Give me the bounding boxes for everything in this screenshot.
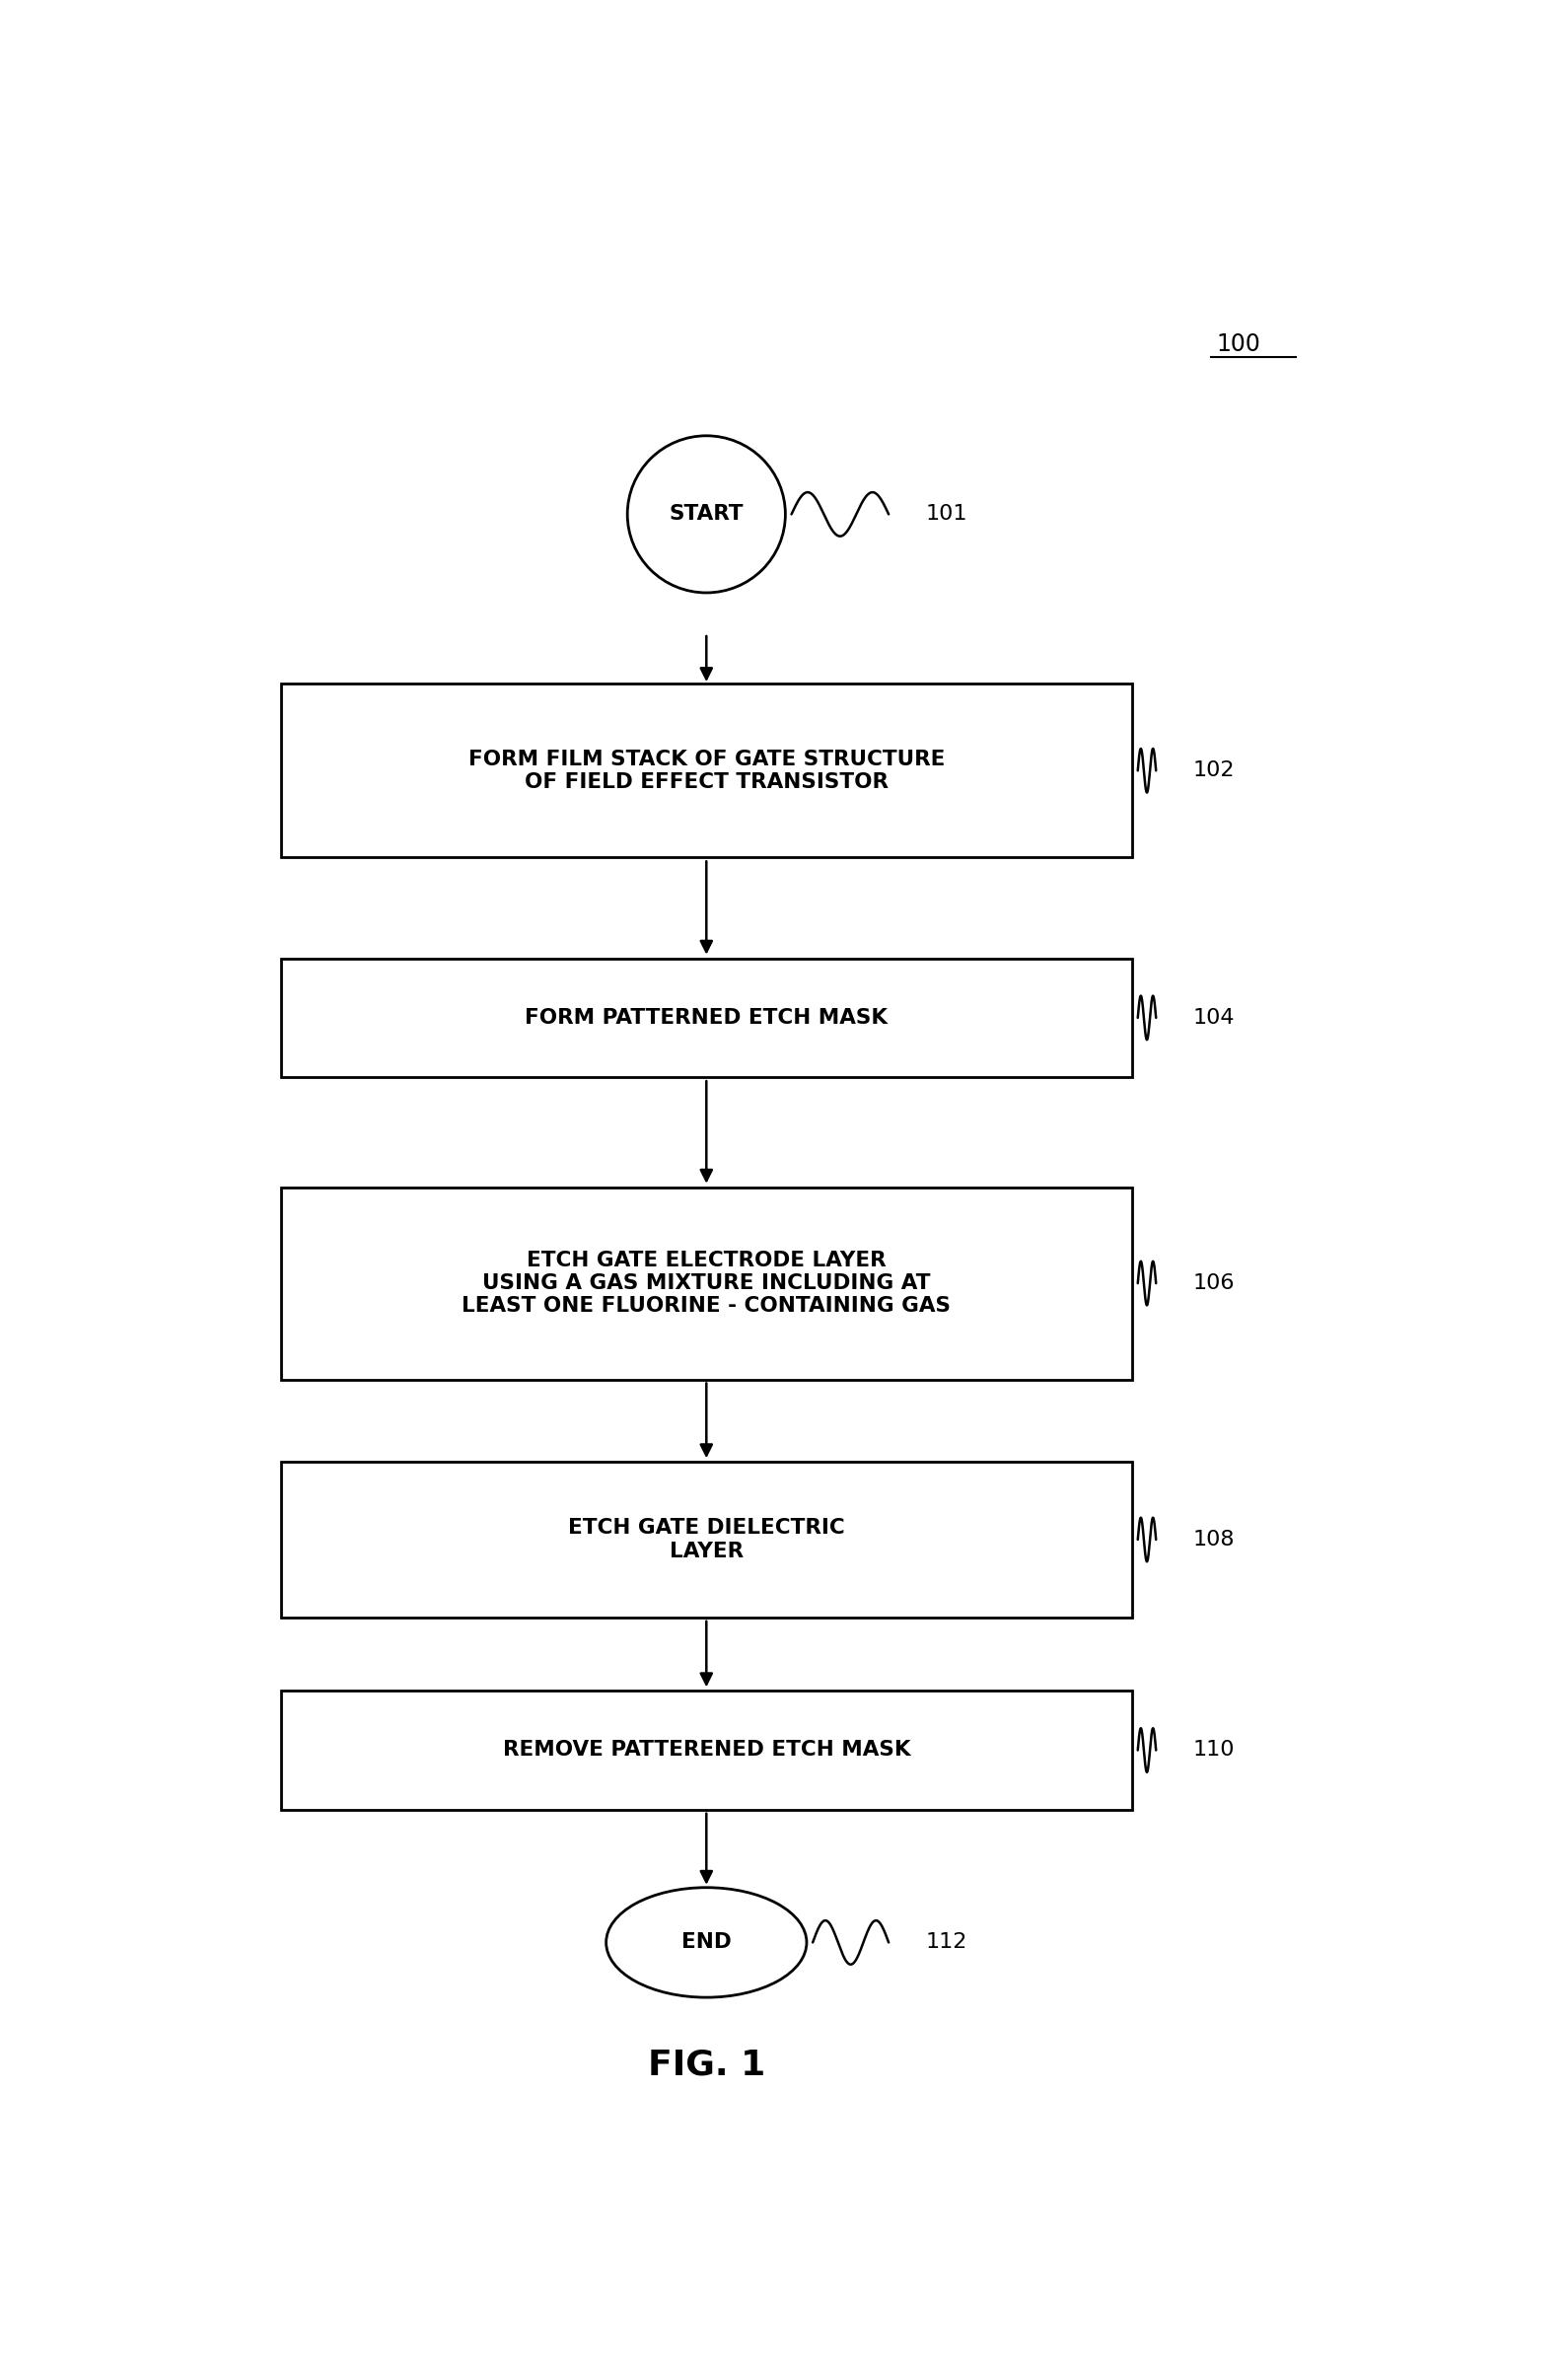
FancyBboxPatch shape <box>281 682 1132 858</box>
Text: 108: 108 <box>1192 1529 1234 1550</box>
Text: 112: 112 <box>925 1933 967 1952</box>
Text: ETCH GATE DIELECTRIC
LAYER: ETCH GATE DIELECTRIC LAYER <box>568 1517 845 1560</box>
FancyBboxPatch shape <box>281 958 1132 1077</box>
Text: FIG. 1: FIG. 1 <box>648 2047 765 2081</box>
Text: 101: 101 <box>925 504 967 523</box>
FancyBboxPatch shape <box>281 1691 1132 1810</box>
Text: REMOVE PATTERENED ETCH MASK: REMOVE PATTERENED ETCH MASK <box>502 1741 911 1760</box>
Text: 110: 110 <box>1192 1741 1234 1760</box>
Ellipse shape <box>627 435 786 592</box>
Text: FORM FILM STACK OF GATE STRUCTURE
OF FIELD EFFECT TRANSISTOR: FORM FILM STACK OF GATE STRUCTURE OF FIE… <box>467 749 946 792</box>
Text: 100: 100 <box>1217 333 1261 357</box>
Text: FORM PATTERNED ETCH MASK: FORM PATTERNED ETCH MASK <box>525 1008 887 1027</box>
Text: ETCH GATE ELECTRODE LAYER
USING A GAS MIXTURE INCLUDING AT
LEAST ONE FLUORINE - : ETCH GATE ELECTRODE LAYER USING A GAS MI… <box>463 1251 950 1315</box>
Text: 102: 102 <box>1192 761 1234 780</box>
Text: 104: 104 <box>1192 1008 1234 1027</box>
Text: END: END <box>682 1933 731 1952</box>
Ellipse shape <box>607 1888 806 1998</box>
FancyBboxPatch shape <box>281 1187 1132 1379</box>
Text: START: START <box>670 504 743 523</box>
Text: 106: 106 <box>1192 1275 1234 1294</box>
FancyBboxPatch shape <box>281 1462 1132 1617</box>
